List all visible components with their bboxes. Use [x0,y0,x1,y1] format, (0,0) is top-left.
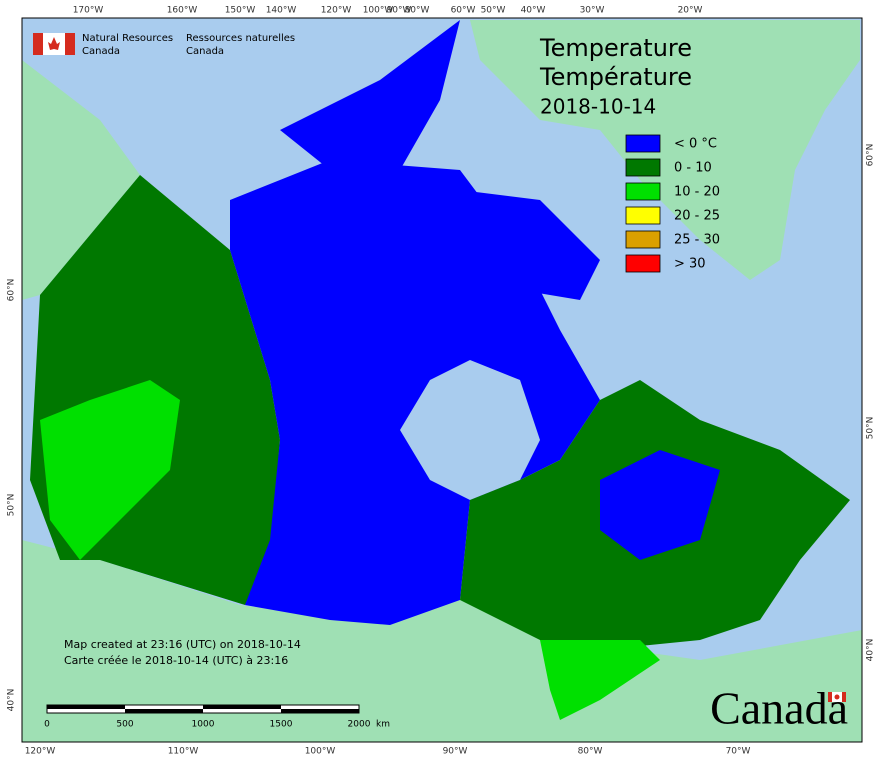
graticule-label: 40°W [521,6,546,16]
graticule-label: 60°N [7,279,17,302]
legend-swatch [625,134,661,153]
graticule-label: 20°W [678,6,703,16]
greenland [470,20,860,280]
scale-bar-segment [203,705,281,709]
central-region [230,160,600,625]
legend-label: > 30 [674,257,706,272]
graticule-label: 90°W [443,747,468,757]
legend-swatch [625,158,661,177]
graticule-label: 100°W [305,747,336,757]
agency-fr: Ressources naturelles [186,33,295,44]
graticule-label: 30°W [580,6,605,16]
legend-label: 10 - 20 [674,185,720,200]
scale-bar [46,704,360,714]
scale-bar-segment [281,709,359,713]
canada-wordmark: Canada [710,683,848,734]
scale-label: 0 [44,720,50,730]
graticule-label: 120°W [321,6,352,16]
scale-bar-segment [125,709,203,713]
graticule-label: 90°W [387,6,412,16]
graticule-label: 70°W [726,747,751,757]
agency-fr: Canada [186,46,224,57]
graticule-label: 60°N [866,144,876,167]
alaska [22,60,140,300]
agency-en: Canada [82,46,120,57]
scale-label: 1000 [192,720,215,730]
graticule-label: 40°N [7,689,17,712]
hudson-bay [400,360,540,500]
legend-swatch [625,254,661,273]
date: 2018-10-14 [540,95,656,119]
baffin [460,190,600,300]
graticule-label: 80°W [578,747,603,757]
maple-leaf [834,694,840,700]
graticule-label: 40°N [866,639,876,662]
quebec-cold [600,450,720,560]
maple-leaf [48,37,60,50]
scale-label: 1500 [270,720,293,730]
flag-bar [65,33,75,55]
flag-bar [842,692,846,702]
graticule-label: 80°W [405,6,430,16]
note: Map created at 23:16 (UTC) on 2018-10-14 [64,638,301,651]
graticule-label: 150°W [225,6,256,16]
agency-en: Natural Resources [82,33,173,44]
legend-swatch [625,182,661,201]
flag-bar [33,33,43,55]
title: Temperature [539,34,692,62]
arctic-islands [280,20,460,170]
scale-bar-segment [47,705,125,709]
graticule-label: 50°W [481,6,506,16]
graticule-label: 160°W [167,6,198,16]
bc-warm [40,380,180,560]
legend-swatch [625,206,661,225]
south-ontario [540,640,660,720]
map-border [21,17,863,743]
scale-label: 2000 [348,720,371,730]
graticule-label: 110°W [168,747,199,757]
wordmark: Canada [710,683,848,734]
nrcan-logo [33,33,75,55]
graticule-label: 140°W [266,6,297,16]
title: Température [539,63,692,91]
legend-swatch [625,230,661,249]
graticule-label: 100°W [363,6,394,16]
legend-label: 0 - 10 [674,161,712,176]
graticule-label: 170°W [73,6,104,16]
flag-bar [828,692,832,702]
legend-label: 25 - 30 [674,233,720,248]
note: Carte créée le 2018-10-14 (UTC) à 23:16 [64,654,288,667]
legend-label: < 0 °C [674,137,717,152]
graticule-label: 60°W [451,6,476,16]
graticule-label: 50°N [866,417,876,440]
map-area [22,18,862,742]
graticule-label: 50°N [7,494,17,517]
graticule-label: 120°W [25,747,56,757]
scale-unit: km [376,720,390,730]
legend-label: 20 - 25 [674,209,720,224]
usa [22,540,862,742]
scale-label: 500 [116,720,133,730]
